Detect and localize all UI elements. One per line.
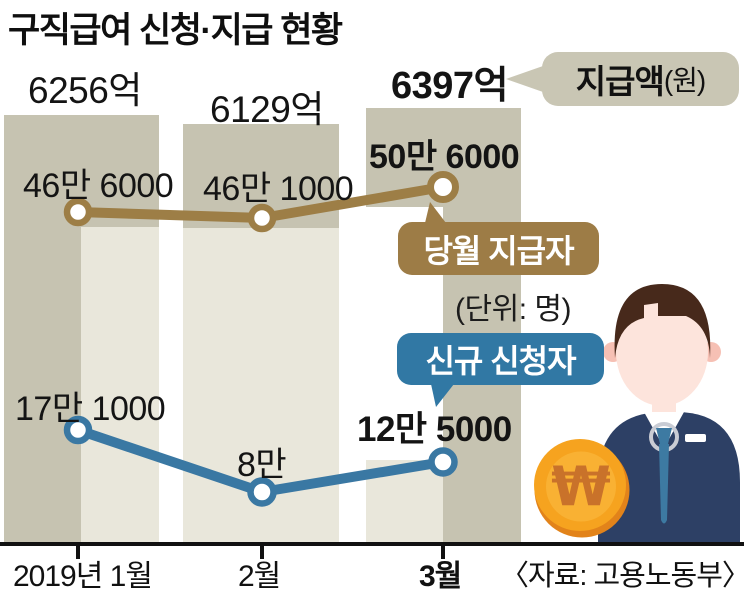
- payout-legend-callout: 지급액 (원): [542, 52, 739, 106]
- x-axis-line: [0, 542, 744, 546]
- page-title: 구직급여 신청·지급 현황: [8, 11, 343, 50]
- bar-january-light: [81, 227, 159, 545]
- series-point-label: 50만 6000: [369, 138, 520, 176]
- won-coin-icon: ₩: [534, 439, 630, 538]
- paid-point-mar: [427, 171, 459, 203]
- series-point-label: 12만 5000: [357, 410, 512, 449]
- legend-badge-new: 신규 신청자: [397, 333, 604, 385]
- pocket-square: [685, 434, 706, 442]
- new-point-mar: [428, 447, 458, 477]
- suit-body: [598, 412, 740, 546]
- source-note: 〈자료: 고용노동부〉: [500, 560, 744, 590]
- axis-tick: [260, 546, 264, 559]
- callout-pointer-left: [506, 66, 543, 92]
- axis-label-february: 2월: [238, 560, 281, 590]
- payout-legend-label: 지급액: [575, 63, 665, 100]
- payout-legend-unit: (원): [663, 65, 706, 96]
- won-symbol: ₩: [551, 455, 611, 518]
- axis-tick: [441, 546, 445, 559]
- bar-value-label: 6129억: [210, 89, 324, 130]
- paid-point-feb: [247, 203, 277, 233]
- bar-value-label: 6256억: [28, 70, 142, 111]
- badge-pointer-down: [431, 384, 454, 407]
- paid-point-jan: [63, 197, 93, 227]
- legend-badge-paid: 당월 지급자: [398, 222, 599, 275]
- tie-knot: [656, 428, 672, 444]
- new-point-feb: [247, 477, 277, 507]
- coin-center: [546, 451, 616, 522]
- new-point-jan: [63, 415, 93, 445]
- axis-tick: [76, 546, 80, 559]
- bar-value-label: 6397억: [391, 65, 509, 107]
- businessman-illustration: [598, 284, 740, 546]
- hair: [614, 284, 711, 358]
- tie: [659, 444, 669, 524]
- unit-note: (단위: 명): [455, 293, 571, 326]
- axis-label-march: 3월: [419, 560, 462, 590]
- series-point-label: 17만 1000: [15, 390, 166, 428]
- series-point-label: 46만 1000: [203, 170, 354, 208]
- series-point-label: 46만 6000: [23, 167, 174, 205]
- axis-label-january: 2019년 1월: [13, 560, 153, 590]
- face: [616, 298, 708, 406]
- badge-pointer-up: [425, 202, 446, 223]
- series-point-label: 8만: [237, 446, 287, 484]
